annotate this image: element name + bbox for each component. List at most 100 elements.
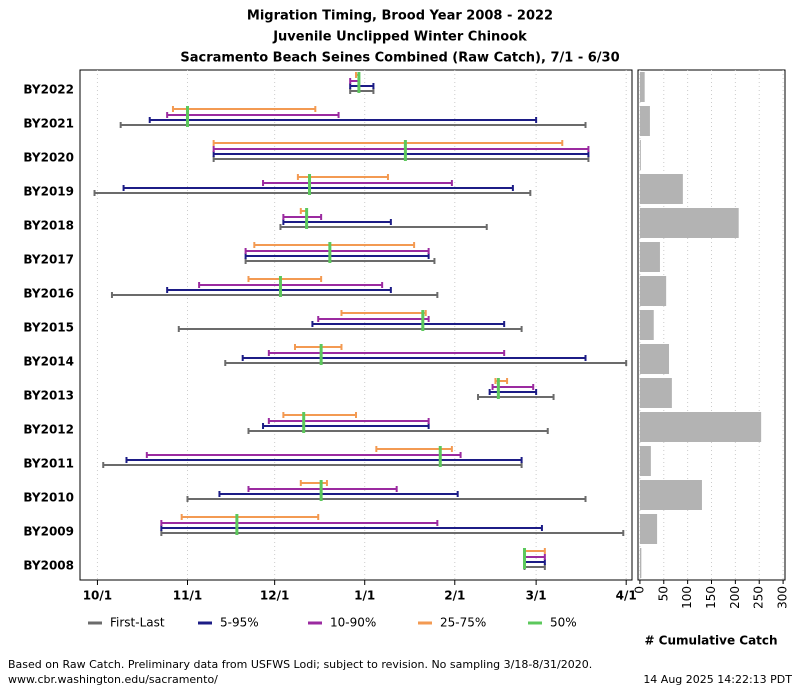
bar [639,344,670,374]
median-mark [357,72,361,93]
bar [639,310,654,340]
bar [639,412,762,442]
bar [639,548,642,578]
range-bar [160,525,543,531]
bar [639,480,702,510]
range-bar [212,146,590,152]
chart-title: Sacramento Beach Seines Combined (Raw Ca… [180,51,619,66]
x-axis-label: # Cumulative Catch [644,634,777,648]
median-mark [319,344,323,365]
range-bar [477,394,555,400]
range-bar [110,292,439,298]
note: Based on Raw Catch. Preliminary data fro… [8,658,592,671]
range-bar [244,258,436,264]
median-mark [421,310,425,331]
range-bar [160,530,625,536]
range-bar [262,180,453,186]
x-tick-label: 12/1 [260,589,289,603]
median-mark [185,106,189,127]
range-bar [212,140,564,146]
range-bar [247,428,549,434]
median-mark [308,174,312,195]
range-bar [267,350,506,356]
median-mark [305,208,309,229]
range-bar [241,355,587,361]
range-bar [244,248,430,254]
bar [639,514,658,544]
bar [639,208,739,238]
range-bar [279,224,488,230]
range-bar [267,418,430,424]
range-bar [145,452,462,458]
x-tick-label: 150 [704,586,718,609]
x-tick-label: 300 [776,586,790,609]
bar [639,174,683,204]
range-bar [311,321,506,327]
x-tick-label: 0 [632,586,646,594]
plot-frame [79,69,633,581]
median-mark [403,140,407,161]
y-tick-label: BY2010 [23,491,74,505]
range-bar [282,219,392,225]
y-tick-label: BY2017 [23,253,74,267]
range-bar [340,310,427,316]
bar [639,378,672,408]
y-tick-label: BY2013 [23,389,74,403]
timestamp: 14 Aug 2025 14:22:13 PDT [643,673,792,686]
range-bar [171,106,317,112]
y-tick-label: BY2020 [23,151,74,165]
y-tick-label: BY2018 [23,219,74,233]
median-mark [278,276,282,297]
median-mark [328,242,332,263]
range-bar [282,214,323,220]
median-mark [523,548,527,569]
bar [639,276,667,306]
range-bar [349,83,375,89]
x-tick-label: 3/1 [526,589,547,603]
x-tick-label: 50 [656,586,670,601]
range-bar [212,151,590,157]
range-bar [166,112,340,118]
y-tick-label: BY2022 [23,83,74,97]
median-mark [319,480,323,501]
range-bar [93,190,532,196]
range-bar [296,174,389,180]
range-bar [247,276,323,282]
bar [639,106,650,136]
range-bar [293,344,343,350]
range-bar [299,480,328,486]
legend-label: 25-75% [440,616,486,630]
range-bar [224,360,628,366]
range-bar [119,122,587,128]
x-tick-label: 11/1 [173,589,202,603]
legend-label: 10-90% [330,616,376,630]
range-bar [177,326,523,332]
range-bar [218,491,459,497]
range-bar [523,548,546,554]
bar [639,242,660,272]
x-tick-label: 1/1 [354,589,375,603]
range-bar [488,389,538,395]
y-tick-label: BY2008 [23,559,74,573]
y-tick-label: BY2019 [23,185,74,199]
chart-title: Migration Timing, Brood Year 2008 - 2022 [247,9,553,24]
y-tick-label: BY2014 [23,355,74,369]
range-bar [523,564,546,570]
range-bar [244,253,430,259]
range-bar [282,412,357,418]
range-bar [186,496,587,502]
range-bar [262,423,430,429]
range-bar [349,88,375,94]
x-tick-label: 100 [680,586,694,609]
median-mark [438,446,442,467]
median-mark [496,378,500,399]
x-tick-label: 10/1 [83,589,112,603]
range-bar [253,242,416,248]
range-bar [102,462,523,468]
chart-title: Juvenile Unclipped Winter Chinook [272,30,527,45]
range-bar [317,316,430,322]
range-bar [122,185,514,191]
y-tick-label: BY2012 [23,423,74,437]
legend-label: 5-95% [220,616,259,630]
x-tick-label: 4/1 [616,589,637,603]
